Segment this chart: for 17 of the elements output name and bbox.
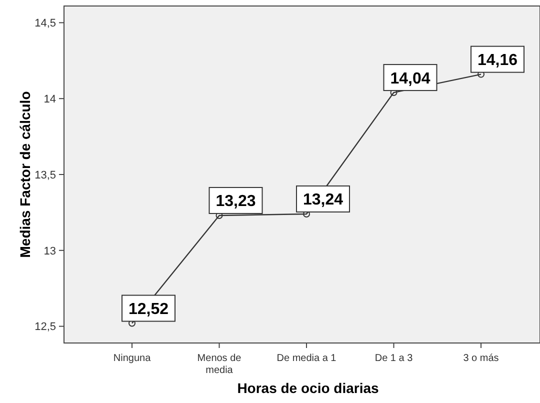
y-tick-label: 12,5 bbox=[34, 321, 56, 334]
data-label: 13,23 bbox=[216, 193, 256, 210]
y-axis-title: Medias Factor de cálculo bbox=[17, 91, 33, 258]
x-tick-label: Ninguna bbox=[113, 353, 152, 364]
data-label: 14,16 bbox=[477, 52, 518, 70]
y-tick-label: 13 bbox=[44, 245, 56, 258]
y-tick-label: 14,5 bbox=[34, 18, 56, 30]
data-label: 12,52 bbox=[128, 301, 169, 318]
data-label: 13,24 bbox=[302, 192, 344, 209]
x-tick-label: Menos de media bbox=[197, 353, 242, 376]
x-tick-label: De 1 a 3 bbox=[374, 353, 414, 364]
data-label: 14,04 bbox=[390, 70, 430, 88]
y-tick-label: 13,5 bbox=[34, 169, 56, 182]
y-tick-label: 14 bbox=[44, 93, 56, 106]
x-tick-label: 3 o más bbox=[463, 353, 499, 364]
x-tick-label: De media a 1 bbox=[276, 353, 337, 364]
x-axis-title: Horas de ocio diarias bbox=[237, 380, 380, 396]
